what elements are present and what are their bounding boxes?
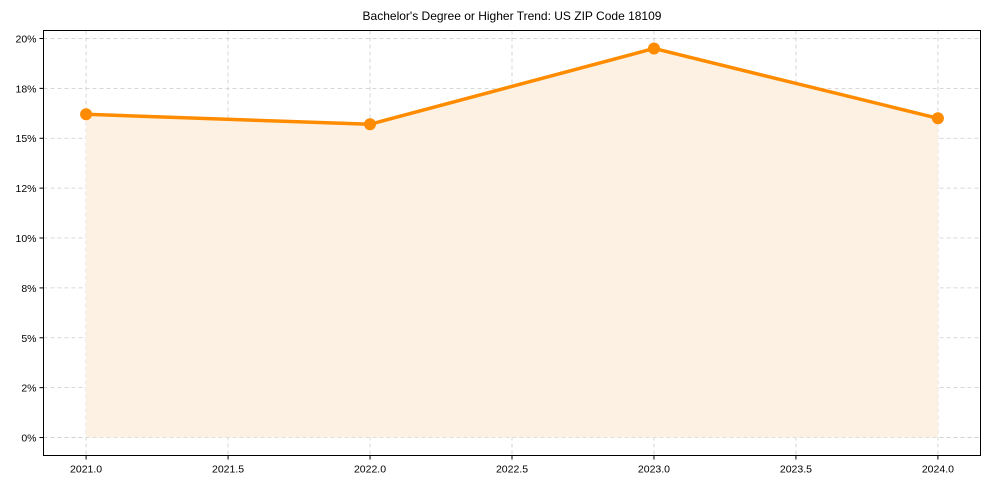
x-tick-label: 2023.0: [638, 464, 670, 476]
x-axis: 2021.0 2021.5 2022.0 2022.5 2023.0 2023.5 2024…: [70, 455, 954, 476]
area-fill: [86, 48, 938, 438]
x-tick-label: 2022.0: [354, 464, 386, 476]
y-tick-label: 5%: [21, 333, 36, 345]
y-tick-label: 10%: [15, 233, 36, 245]
x-tick-label: 2023.5: [780, 464, 812, 476]
series-line: [86, 46, 939, 127]
x-tick-label: 2021.0: [70, 464, 102, 476]
data-markers: [80, 42, 944, 131]
data-point-marker: [80, 108, 93, 121]
y-tick-label: 2%: [21, 383, 36, 395]
y-tick-label: 18%: [15, 83, 36, 95]
data-point-marker: [647, 42, 660, 55]
y-tick-label: 20%: [15, 33, 36, 45]
data-point-marker: [364, 118, 377, 131]
y-tick-label: 8%: [21, 283, 36, 295]
data-point-marker: [931, 112, 944, 125]
x-tick-label: 2021.5: [212, 464, 244, 476]
y-axis: 0% 2% 5% 8% 10% 12% 15% 18% 20%: [15, 33, 44, 445]
x-tick-label: 2024.0: [922, 464, 954, 476]
y-tick-label: 12%: [15, 183, 36, 195]
y-tick-label: 0%: [21, 433, 36, 445]
chart-title: Bachelor's Degree or Higher Trend: US ZI…: [363, 9, 662, 23]
area-fill-path: [86, 48, 938, 438]
y-tick-label: 15%: [15, 133, 36, 145]
data-series-line: [86, 46, 939, 127]
x-tick-label: 2022.5: [496, 464, 528, 476]
